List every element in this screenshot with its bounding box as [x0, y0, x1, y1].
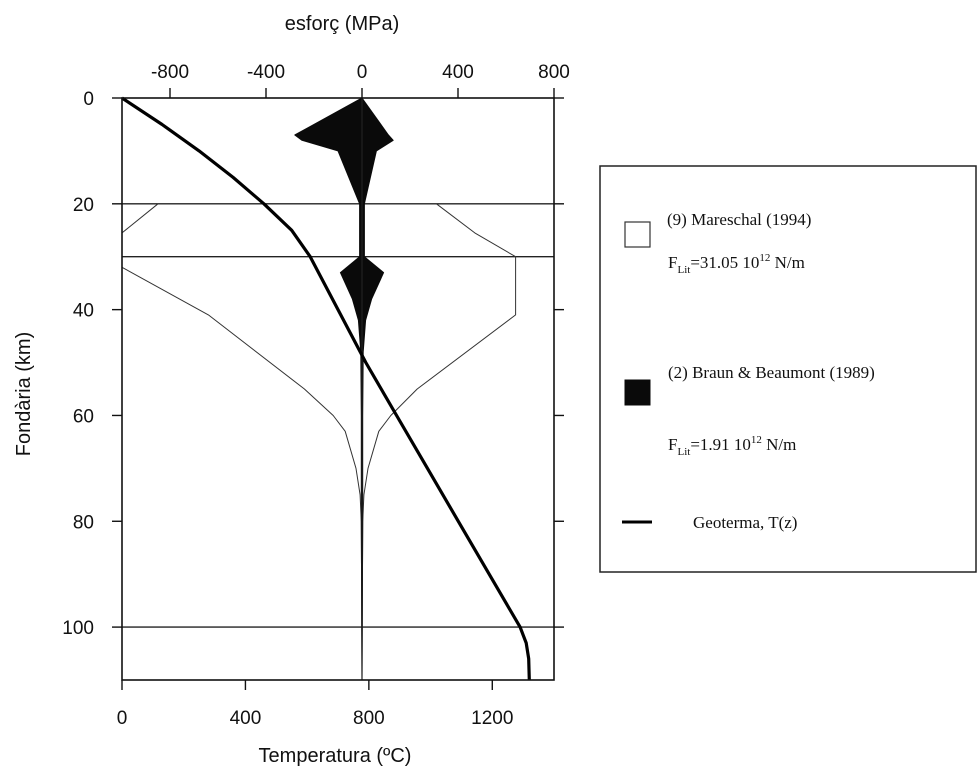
top-axis-title: esforç (MPa) [285, 13, 399, 35]
geotherm-line [121, 96, 531, 681]
legend-label-mareschal: (9) Mareschal (1994) [667, 210, 811, 229]
plot-frame [121, 97, 555, 681]
legend-force-mareschal: FLit=31.05 1012 N/m [668, 252, 805, 276]
bottom-tick-label: 1200 [471, 708, 513, 729]
top-tick-label: 0 [357, 62, 368, 83]
mareschal-envelope [121, 97, 517, 681]
top-tick-label: 400 [442, 62, 474, 83]
bottom-tick-label: 400 [230, 708, 262, 729]
y-tick-label: 20 [73, 195, 94, 216]
top-tick-label: 800 [538, 62, 570, 83]
legend-swatch-mareschal [624, 221, 651, 248]
legend-label-braun: (2) Braun & Beaumont (1989) [668, 363, 875, 382]
legend-force-braun: FLit=1.91 1012 N/m [668, 434, 796, 458]
y-tick-label: 0 [83, 89, 94, 110]
plot-border [121, 97, 555, 681]
y-tick-label: 80 [73, 512, 94, 533]
braun-envelope [294, 97, 394, 681]
legend: (9) Mareschal (1994) FLit=31.05 1012 N/m… [599, 165, 977, 573]
bottom-tick-label: 800 [353, 708, 385, 729]
axis-ticks: -800 -400 0 400 800 0 400 800 1200 0 20 40 60 80 100 [62, 62, 570, 729]
y-tick-label: 100 [62, 618, 94, 639]
legend-swatch-braun [624, 379, 651, 406]
top-tick-label: -800 [151, 62, 189, 83]
y-tick-label: 40 [73, 301, 94, 322]
top-tick-label: -400 [247, 62, 285, 83]
reference-lines [122, 203, 554, 628]
bottom-axis-title: Temperatura (ºC) [259, 745, 412, 767]
bottom-tick-label: 0 [117, 708, 128, 729]
y-axis-title: Fondària (km) [13, 332, 35, 456]
series-layer [121, 96, 531, 681]
legend-box [599, 165, 977, 573]
y-tick-label: 60 [73, 406, 94, 427]
legend-label-geoterma: Geoterma, T(z) [693, 513, 797, 532]
